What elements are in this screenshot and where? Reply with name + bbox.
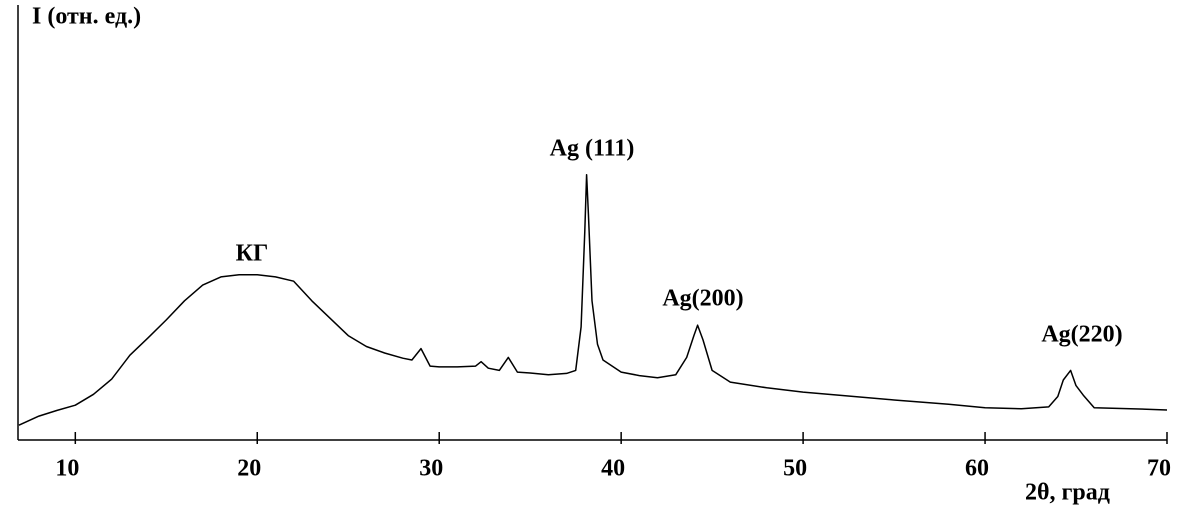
peak-label: КГ xyxy=(236,241,269,267)
x-tick-label: 40 xyxy=(601,456,625,482)
x-tick-label: 60 xyxy=(965,456,989,482)
peak-label: Ag(220) xyxy=(1041,322,1122,348)
peak-label: Ag (111) xyxy=(550,136,635,162)
x-tick-label: 10 xyxy=(55,456,79,482)
x-tick-label: 30 xyxy=(419,456,443,482)
peak-label: Ag(200) xyxy=(662,286,743,312)
x-axis-label: 2θ, град xyxy=(1025,480,1110,506)
xrd-line xyxy=(18,173,1168,426)
x-tick-label: 70 xyxy=(1147,456,1171,482)
chart-title: I (отн. ед.) xyxy=(32,4,141,30)
x-tick-label: 20 xyxy=(237,456,261,482)
x-tick-label: 50 xyxy=(783,456,807,482)
